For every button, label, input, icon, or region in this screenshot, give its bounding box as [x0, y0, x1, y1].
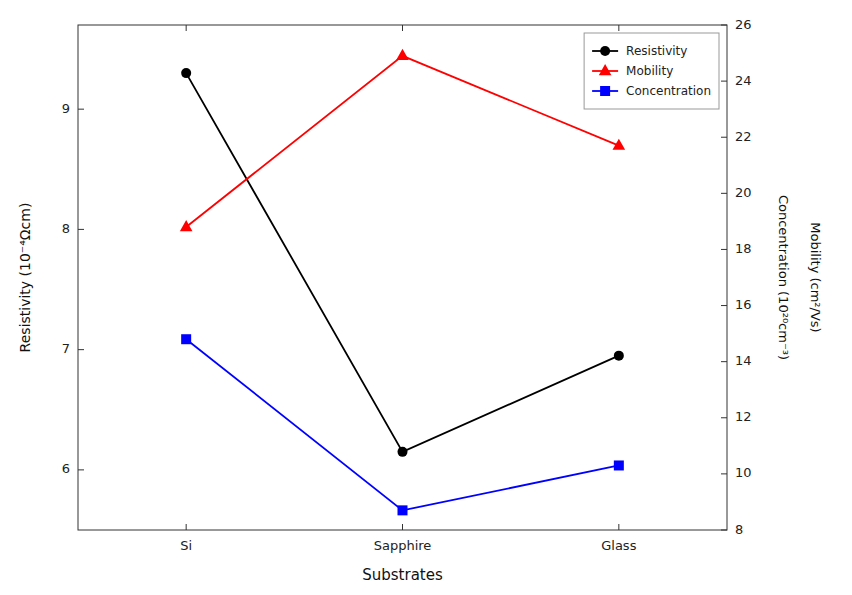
series-line: [186, 56, 619, 227]
y-tick: [78, 469, 84, 470]
data-point: [613, 139, 626, 150]
y-tick-label: 6: [62, 461, 70, 476]
y2-tick-label: 22: [735, 129, 752, 144]
data-point: [180, 220, 193, 231]
x-tick-label: Si: [180, 538, 192, 553]
y2-tick: [721, 25, 727, 26]
x-tick-label: Sapphire: [374, 538, 432, 553]
legend-label: Concentration: [626, 84, 711, 98]
data-point: [614, 351, 624, 361]
y2-tick-label: 24: [735, 73, 752, 88]
y2-tick-label: 12: [735, 409, 752, 424]
y-axis-label: Resistivity (10⁻⁴Ωcm): [17, 203, 33, 353]
y2-tick-label: 18: [735, 241, 752, 256]
legend-swatch-marker: [600, 46, 610, 56]
data-point: [181, 334, 191, 344]
x-axis-label: Substrates: [362, 566, 443, 584]
series-line: [186, 73, 619, 452]
data-point: [181, 68, 191, 78]
y2-tick-label: 8: [735, 522, 743, 537]
legend-box: [584, 33, 719, 109]
legend: Resistivity Mobility Concentration: [584, 33, 719, 109]
x-tick: [186, 524, 187, 530]
y2-axis-label: Mobility (cm²/Vs): [808, 222, 823, 332]
y2-tick: [721, 530, 727, 531]
y-tick: [78, 229, 84, 230]
y2-tick: [721, 473, 727, 474]
legend-swatch-marker: [599, 64, 612, 75]
plot-frame: [78, 25, 727, 530]
x-tick-top: [618, 25, 619, 31]
y2-tick-label: 16: [735, 297, 752, 312]
y-tick: [78, 109, 84, 110]
x-tick-top: [186, 25, 187, 31]
legend-swatch-marker: [600, 86, 610, 96]
chart-svg: 6 7 8 9 8 10 12 14 16 18 20 22 24 26 Si Sapphire Glass Su…: [0, 0, 852, 595]
series-line: [186, 339, 619, 510]
y-tick-label: 8: [62, 221, 70, 236]
x-tick-top: [402, 25, 403, 31]
y-tick-label: 7: [62, 341, 70, 356]
y2-tick-label: 14: [735, 353, 752, 368]
y2-tick: [721, 137, 727, 138]
y2-tick-label: 10: [735, 465, 752, 480]
data-point: [398, 505, 408, 515]
x-tick-label: Glass: [601, 538, 636, 553]
y2-tick: [721, 193, 727, 194]
chart-container: 6 7 8 9 8 10 12 14 16 18 20 22 24 26 Si Sapphire Glass Su…: [0, 0, 852, 595]
plot: 6 7 8 9 8 10 12 14 16 18 20 22 24 26 Si Sapphire Glass Su…: [17, 17, 823, 585]
x-tick: [618, 524, 619, 530]
y2-tick: [721, 81, 727, 82]
y2-tick: [721, 417, 727, 418]
y2-tick-label: 20: [735, 185, 752, 200]
y-tick-label: 9: [62, 101, 70, 116]
y2-tick-label: 26: [735, 17, 752, 32]
y2-tick: [721, 361, 727, 362]
y2-axis-label: Concentration (10²⁰cm⁻³): [776, 195, 791, 360]
y2-tick: [721, 305, 727, 306]
data-point: [614, 460, 624, 470]
x-tick: [402, 524, 403, 530]
legend-label: Mobility: [626, 64, 673, 78]
marks: [180, 49, 625, 515]
y2-tick: [721, 249, 727, 250]
y-tick: [78, 349, 84, 350]
data-point: [396, 49, 409, 60]
legend-label: Resistivity: [626, 44, 687, 58]
data-point: [398, 447, 408, 457]
